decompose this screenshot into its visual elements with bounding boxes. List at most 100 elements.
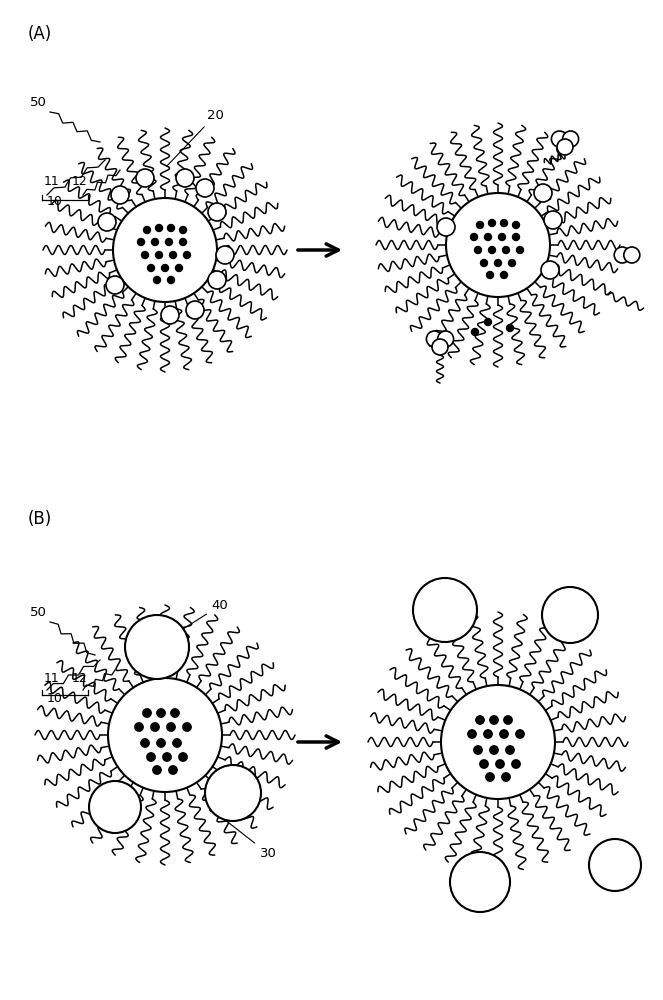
Circle shape [502,773,511,781]
Circle shape [167,723,175,731]
Text: 50: 50 [30,96,46,108]
Circle shape [179,753,187,761]
Circle shape [180,227,186,233]
Circle shape [471,233,477,240]
Circle shape [487,271,493,278]
Circle shape [503,246,509,253]
Circle shape [507,324,514,332]
Circle shape [108,678,222,792]
Circle shape [481,259,487,266]
Circle shape [161,306,179,324]
Circle shape [216,246,234,264]
Text: 10: 10 [47,195,63,208]
Circle shape [489,246,495,253]
Circle shape [471,328,479,336]
Circle shape [171,709,179,717]
Circle shape [176,264,182,271]
Circle shape [205,765,261,821]
Circle shape [496,760,504,768]
Circle shape [475,246,481,253]
Circle shape [501,220,507,227]
Circle shape [490,716,498,724]
Circle shape [184,251,190,258]
Circle shape [552,131,568,147]
Circle shape [506,746,514,754]
Text: 30: 30 [217,814,276,860]
Circle shape [162,264,168,271]
Circle shape [489,220,495,227]
Circle shape [450,852,510,912]
Circle shape [135,723,143,731]
Circle shape [137,238,145,245]
Text: 20: 20 [167,109,223,166]
Circle shape [500,730,509,738]
Circle shape [516,730,524,738]
Circle shape [544,211,562,229]
Circle shape [208,203,226,221]
Text: 12: 12 [72,672,88,685]
Circle shape [413,578,477,642]
Circle shape [499,233,505,240]
Text: 10: 10 [47,692,63,705]
Circle shape [468,730,476,738]
Circle shape [501,271,507,278]
Circle shape [166,238,172,245]
Circle shape [614,247,631,263]
Circle shape [512,760,520,768]
Circle shape [89,781,141,833]
Circle shape [183,723,191,731]
Text: 11: 11 [44,175,60,188]
Circle shape [474,746,482,754]
Circle shape [152,238,158,245]
Text: 50: 50 [30,605,46,618]
Circle shape [563,131,579,147]
Circle shape [476,716,484,724]
Text: 40: 40 [160,599,228,644]
Circle shape [485,318,491,326]
Circle shape [157,739,165,747]
Circle shape [484,730,492,738]
Circle shape [143,227,151,233]
Circle shape [557,139,573,155]
Circle shape [490,746,498,754]
Circle shape [180,238,186,245]
Circle shape [141,251,149,258]
Circle shape [163,753,171,761]
Circle shape [441,685,555,799]
Circle shape [170,251,176,258]
Circle shape [168,225,174,232]
Circle shape [516,246,524,253]
Circle shape [106,276,124,294]
Circle shape [151,723,159,731]
Text: 11: 11 [44,672,60,685]
Circle shape [98,213,116,231]
Circle shape [186,301,204,319]
Circle shape [156,251,162,258]
Circle shape [485,233,491,240]
Circle shape [495,259,501,266]
Circle shape [176,169,194,187]
Circle shape [154,276,160,284]
Circle shape [438,331,453,347]
Circle shape [542,587,598,643]
Circle shape [196,179,214,197]
Circle shape [168,276,174,284]
Circle shape [169,766,177,774]
Circle shape [147,753,155,761]
Circle shape [477,222,483,229]
Circle shape [426,331,442,347]
Circle shape [113,198,217,302]
Circle shape [504,716,512,724]
Text: 12: 12 [72,175,88,188]
Circle shape [432,339,448,355]
Circle shape [152,766,161,774]
Circle shape [589,839,641,891]
Circle shape [437,218,455,236]
Circle shape [157,709,165,717]
Circle shape [111,186,129,204]
Circle shape [136,169,154,187]
Circle shape [624,247,640,263]
Circle shape [208,271,226,289]
Circle shape [446,193,550,297]
Circle shape [541,261,559,279]
